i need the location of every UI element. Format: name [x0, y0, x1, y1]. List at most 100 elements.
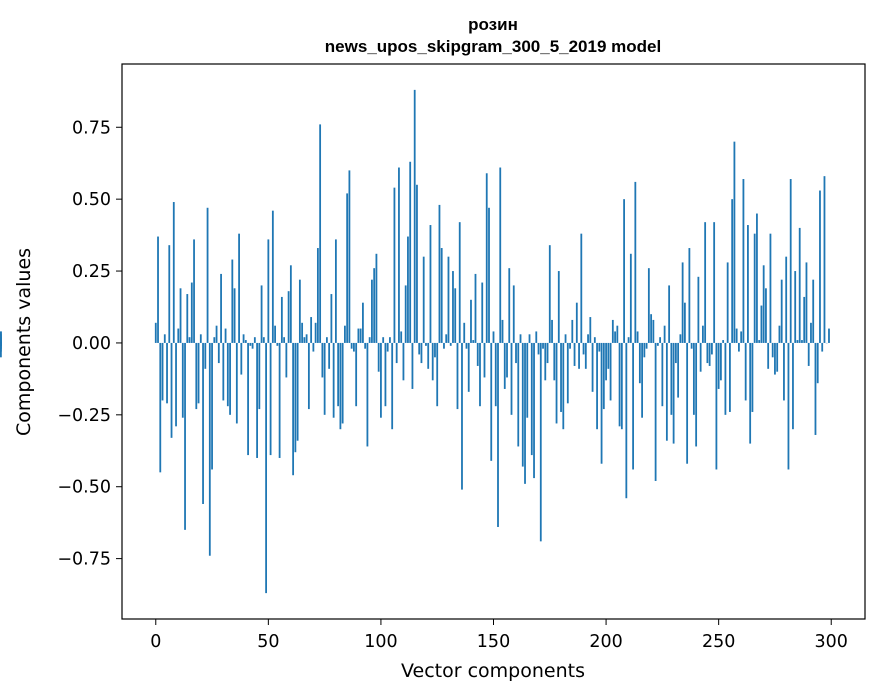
bar	[663, 325, 666, 343]
bar	[368, 337, 371, 343]
bar	[670, 342, 673, 415]
bar	[735, 328, 738, 343]
bar	[395, 342, 398, 364]
y-tick-label: 0.00	[72, 334, 111, 354]
bar	[539, 342, 542, 542]
bar	[0, 342, 2, 346]
bar	[193, 239, 195, 343]
bar	[503, 342, 506, 389]
bar	[785, 256, 788, 343]
bar	[458, 222, 461, 343]
bar	[699, 342, 702, 372]
bar	[294, 342, 297, 453]
bar	[436, 342, 439, 407]
bar	[159, 342, 162, 473]
bar	[371, 279, 373, 343]
bar	[449, 342, 452, 346]
bar	[186, 294, 189, 343]
bar	[499, 167, 502, 343]
bar	[418, 342, 421, 355]
bar	[654, 342, 657, 481]
bar	[794, 271, 797, 343]
bar	[305, 334, 308, 343]
bar	[801, 340, 803, 343]
bar	[377, 342, 380, 372]
bar	[303, 337, 306, 343]
bar	[483, 342, 486, 378]
bar	[400, 331, 403, 343]
bar	[359, 328, 362, 343]
bar	[668, 285, 671, 343]
bar	[251, 342, 254, 349]
y-tick-label: 0.50	[72, 190, 111, 210]
bar	[233, 288, 236, 343]
bar	[242, 334, 245, 343]
plot-frame	[121, 63, 866, 620]
bar	[821, 342, 824, 352]
bar	[544, 342, 547, 381]
bar	[695, 342, 698, 447]
bar	[623, 199, 625, 343]
bar	[314, 322, 317, 343]
bar	[726, 262, 729, 343]
bar	[591, 342, 594, 392]
bar	[546, 342, 549, 364]
bar	[749, 342, 752, 444]
bar	[332, 342, 335, 418]
bar	[729, 342, 731, 412]
bar	[765, 288, 767, 343]
bar	[267, 239, 270, 343]
bar	[605, 342, 607, 381]
x-axis-ticks: 0 50 100 150 200 250 300	[150, 619, 848, 652]
chart-title: розин	[468, 15, 518, 34]
bar	[316, 248, 319, 343]
bar	[683, 302, 686, 343]
bar	[447, 256, 450, 343]
bar	[602, 342, 605, 410]
bar	[569, 342, 571, 349]
bar	[580, 233, 583, 343]
bar	[292, 342, 295, 476]
bar	[515, 342, 517, 364]
bar	[461, 342, 463, 490]
bar	[393, 187, 396, 343]
bar	[380, 342, 382, 418]
bar	[231, 259, 234, 343]
bar	[609, 342, 612, 401]
bar	[357, 328, 360, 343]
bar	[629, 253, 632, 343]
bar	[330, 294, 333, 343]
bar	[771, 342, 774, 358]
bar	[562, 342, 565, 430]
bar	[217, 342, 220, 364]
bar	[0, 340, 2, 343]
bar	[661, 342, 664, 407]
bar	[238, 233, 240, 343]
bar	[598, 342, 601, 352]
bar	[751, 342, 754, 412]
bar	[206, 207, 209, 343]
bar	[803, 296, 806, 343]
bar	[789, 179, 792, 343]
bar	[616, 325, 619, 343]
bar	[551, 319, 553, 343]
bar	[467, 342, 470, 392]
bar	[792, 342, 794, 430]
bar	[722, 340, 725, 343]
x-tick-label: 0	[150, 632, 161, 652]
bar	[226, 342, 229, 407]
bar	[166, 342, 168, 404]
bar	[650, 314, 653, 343]
bar	[652, 319, 655, 343]
bar	[346, 193, 349, 343]
bar	[607, 342, 610, 369]
bar	[762, 265, 765, 343]
bar	[413, 89, 416, 343]
bar	[289, 265, 292, 343]
bar	[620, 342, 623, 430]
bar	[364, 342, 367, 349]
bar	[720, 342, 722, 381]
bar	[677, 342, 680, 398]
bar	[796, 340, 799, 343]
bar	[256, 342, 258, 458]
